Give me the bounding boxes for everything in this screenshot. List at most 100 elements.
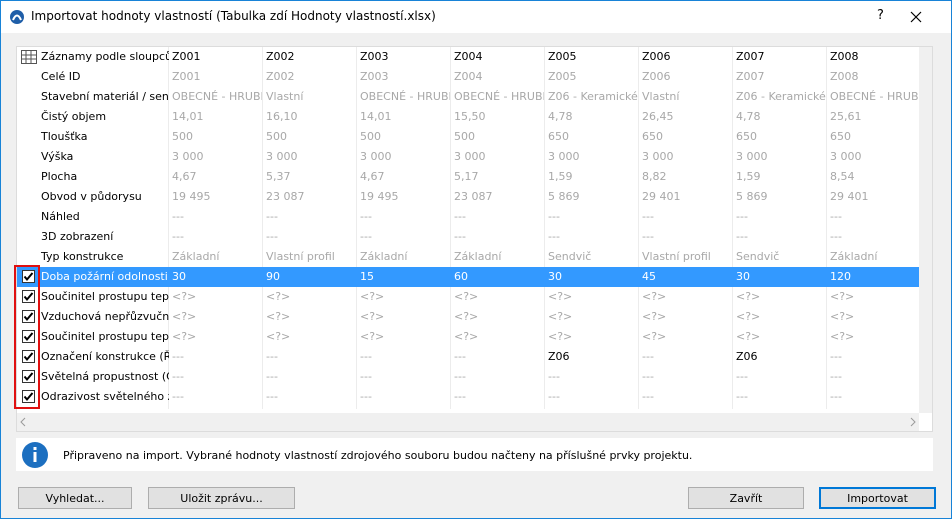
cell-value: --- (266, 230, 278, 243)
cell-value: <?> (360, 310, 385, 323)
cell-value: 30 (736, 270, 750, 283)
cell-value: 5 869 (736, 190, 768, 203)
cell-value: 30 (548, 270, 562, 283)
cell-value: --- (360, 370, 372, 383)
column-header: Z003 (360, 50, 389, 63)
cell-value: 25,61 (830, 110, 862, 123)
cell-value: 23 087 (454, 190, 493, 203)
cell-value: 1,59 (548, 170, 573, 183)
cell-value: Z004 (454, 70, 483, 83)
header-label: Záznamy podle sloupců (41, 50, 169, 63)
cell-value: <?> (642, 310, 667, 323)
column-separator (826, 47, 827, 409)
cell-value: Z008 (830, 70, 859, 83)
cell-value: 90 (266, 270, 280, 283)
cell-value: 3 000 (454, 150, 486, 163)
row-label: Plocha (41, 170, 78, 183)
cell-value: Z003 (360, 70, 389, 83)
import-button[interactable]: Importovat (819, 487, 936, 509)
cell-value: --- (736, 230, 748, 243)
cell-value: 500 (454, 130, 475, 143)
cell-value: <?> (266, 330, 291, 343)
cell-value: <?> (736, 310, 761, 323)
row-label: Doba požární odolnosti (41, 270, 168, 283)
cell-value: 8,82 (642, 170, 667, 183)
cell-value: 3 000 (266, 150, 298, 163)
app-icon (10, 10, 24, 24)
cell-value: 19 495 (172, 190, 211, 203)
cell-value: 4,78 (736, 110, 761, 123)
cell-value: --- (736, 390, 748, 403)
column-separator (544, 47, 545, 409)
cell-value: 4,78 (548, 110, 573, 123)
cell-value: 500 (172, 130, 193, 143)
cell-value: Z005 (548, 70, 577, 83)
row-label: Náhled (41, 210, 80, 223)
column-header: Z005 (548, 50, 577, 63)
cell-value: 29 401 (830, 190, 869, 203)
row-checkbox[interactable] (22, 370, 35, 383)
close-button[interactable]: Zavřít (688, 487, 804, 509)
cell-value: <?> (830, 290, 855, 303)
cell-value: <?> (548, 290, 573, 303)
cell-value: --- (830, 350, 842, 363)
cell-value: --- (266, 370, 278, 383)
cell-value: Z002 (266, 70, 295, 83)
cell-value: --- (360, 230, 372, 243)
row-checkbox[interactable] (22, 350, 35, 363)
cell-value: 8,54 (830, 170, 855, 183)
column-header: Z002 (266, 50, 295, 63)
cell-value: --- (360, 390, 372, 403)
cell-value: OBECNÉ - HRUBÉ (360, 90, 450, 103)
cell-value: Z001 (172, 70, 201, 83)
cell-value: 16,10 (266, 110, 298, 123)
cell-value: --- (172, 350, 184, 363)
cell-value: <?> (172, 330, 197, 343)
row-checkbox[interactable] (22, 310, 35, 323)
cell-value: Z06 - Keramické tv (548, 90, 638, 103)
cell-value: --- (830, 390, 842, 403)
cell-value: 26,45 (642, 110, 674, 123)
cell-value: <?> (172, 290, 197, 303)
cell-value: 15,50 (454, 110, 486, 123)
window-title: Importovat hodnoty vlastností (Tabulka z… (31, 9, 436, 23)
row-label: 3D zobrazení (41, 230, 114, 243)
save-report-button[interactable]: Uložit zprávu... (148, 487, 295, 509)
cell-value: Sendvič (548, 250, 592, 263)
status-message: Připraveno na import. Vybrané hodnoty vl… (63, 449, 693, 462)
row-checkbox[interactable] (22, 290, 35, 303)
cell-value: 3 000 (360, 150, 392, 163)
cell-value: 14,01 (172, 110, 204, 123)
cell-value: Vlastní profil (642, 250, 711, 263)
cell-value: 5,17 (454, 170, 479, 183)
cell-value: --- (360, 350, 372, 363)
cell-value: Z007 (736, 70, 765, 83)
cell-value: <?> (830, 330, 855, 343)
help-button[interactable]: ? (877, 8, 884, 23)
cell-value: <?> (454, 330, 479, 343)
cell-value: OBECNÉ - HRUBÉ (830, 90, 920, 103)
search-button[interactable]: Vyhledat... (18, 487, 132, 509)
cell-value: --- (172, 210, 184, 223)
row-checkbox[interactable] (22, 330, 35, 343)
cell-value: OBECNÉ - HRUBÉ (454, 90, 544, 103)
cell-value: <?> (642, 330, 667, 343)
row-label: Výška (41, 150, 74, 163)
column-header: Z004 (454, 50, 483, 63)
close-window[interactable] (910, 11, 922, 23)
row-label: Vzduchová nepřůzvučno (41, 310, 169, 323)
row-checkbox[interactable] (22, 390, 35, 403)
cell-value: <?> (454, 310, 479, 323)
cell-value: --- (642, 350, 654, 363)
cell-value: --- (172, 390, 184, 403)
cell-value: 650 (830, 130, 851, 143)
cell-value: --- (830, 230, 842, 243)
cell-value: --- (266, 350, 278, 363)
row-label: Odrazivost světelného zá (41, 390, 169, 403)
cell-value: --- (360, 210, 372, 223)
row-checkbox[interactable] (22, 270, 35, 283)
cell-value: 500 (360, 130, 381, 143)
row-label: Stavební materiál / sendv (41, 90, 169, 103)
cell-value: Z06 (548, 350, 570, 363)
